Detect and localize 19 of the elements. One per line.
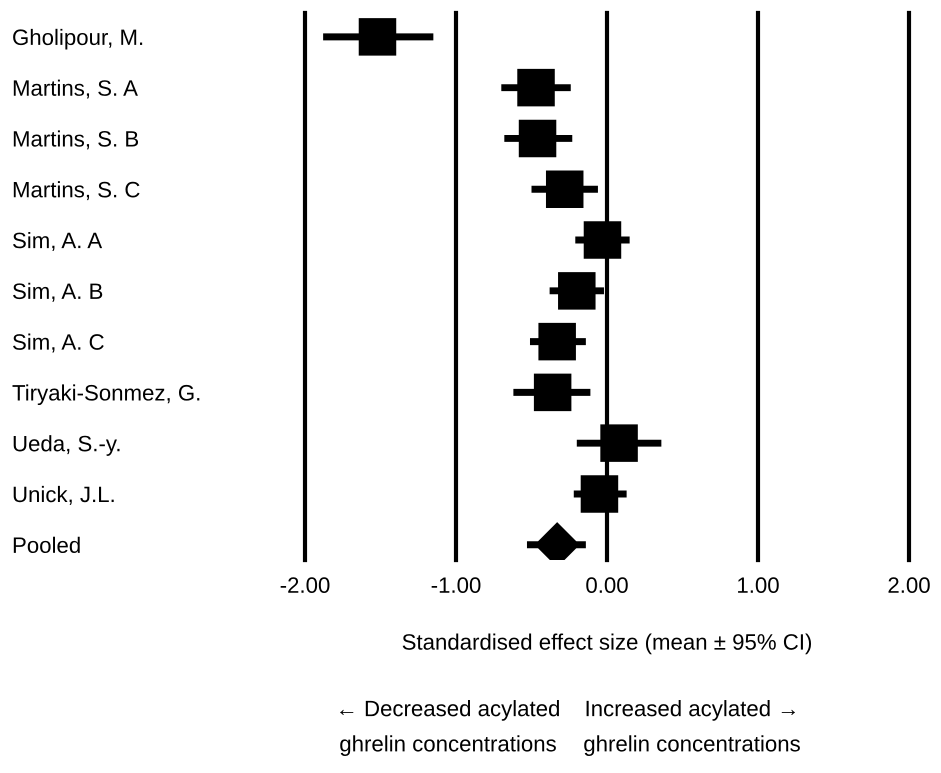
- x-tick-label: 1.00: [738, 577, 779, 593]
- y-tick-label: Sim, A. C: [13, 334, 104, 352]
- y-tick-label: Martins, S. B: [14, 130, 138, 150]
- x-axis-title: Standardised effect size (mean ± 95% CI): [402, 633, 812, 654]
- y-tick-label: Pooled: [14, 536, 80, 554]
- text: Increased acylated → ghrelin concentrations: [584, 700, 800, 756]
- x-tick-label: -1.00: [432, 577, 480, 593]
- y-tick-label: Unick, J.L.: [14, 486, 114, 505]
- x-tick-label: 2.00: [888, 577, 930, 593]
- y-tick-label: Ueda, S.-y.: [14, 435, 120, 456]
- y-tick-label: Martins, S. C: [14, 181, 140, 200]
- x-tick-label: 0.00: [586, 577, 628, 593]
- y-tick-label: Tiryaki-Sonmez, G.: [12, 384, 200, 406]
- x-tick-label: -2.00: [280, 577, 330, 593]
- y-tick-label: Sim, A. B: [13, 282, 102, 302]
- y-tick-label: Gholipour, M.: [13, 28, 142, 50]
- y-tick-label: Martins, S. A: [14, 80, 138, 99]
- y-tick-label: Sim, A. A: [13, 232, 102, 251]
- text: ← Decreased acylated ghrelin concentrations: [340, 700, 559, 756]
